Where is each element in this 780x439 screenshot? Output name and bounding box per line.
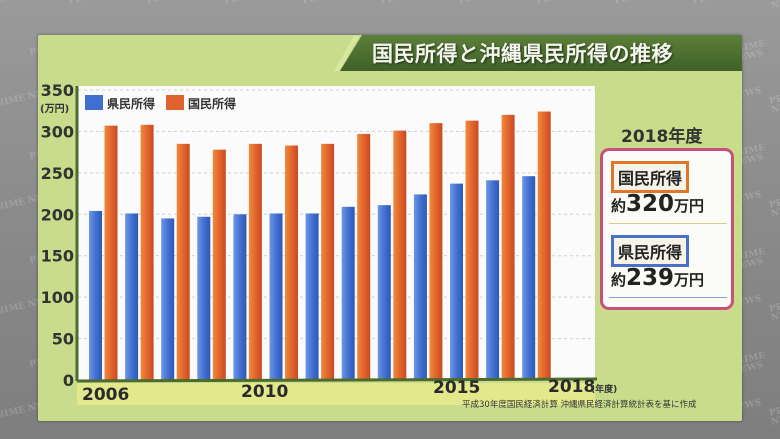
bar-pref-2013: [341, 206, 355, 380]
unit: 万円: [674, 197, 705, 215]
bar-national-2015: [429, 123, 443, 381]
bar-pref-2017: [486, 180, 500, 380]
bar-pref-2011: [269, 213, 283, 380]
chart-title: 国民所得と沖縄県民所得の推移: [372, 42, 673, 66]
x-axis-unit: (年度): [591, 383, 617, 395]
x-axis: [76, 377, 598, 383]
title-bar: [340, 35, 742, 71]
unit: 万円: [674, 271, 705, 289]
bar-pref-2018: [522, 176, 536, 380]
bar-pref-2007: [125, 213, 139, 380]
bar-pref-2010: [233, 214, 247, 380]
bar-national-2016: [465, 120, 479, 381]
y-tick-label: 50: [52, 330, 74, 349]
summary-year: 2018年度: [621, 127, 703, 147]
source-note: 平成30年度国民経済計算 沖縄県民経済計算統計表を基に作成: [462, 400, 697, 410]
y-tick-label: 300: [41, 122, 74, 141]
x-tick-label: 2006: [82, 385, 129, 405]
pref-income-value: 約239万円: [611, 265, 704, 291]
bar-national-2013: [357, 133, 371, 380]
x-tick-label: 2010: [241, 382, 288, 402]
bar-national-2010: [248, 143, 262, 380]
prefix: 約: [611, 197, 627, 215]
national-income-tag: 国民所得: [611, 161, 690, 193]
bar-national-2012: [321, 143, 335, 380]
y-tick-label: 150: [41, 247, 74, 266]
bar-national-2009: [212, 149, 226, 380]
y-axis-unit: (万円): [40, 103, 69, 115]
pref-number: 239: [626, 265, 675, 291]
bar-national-2014: [393, 130, 407, 380]
y-tick-label: 100: [41, 288, 74, 307]
summary-box: 国民所得 約320万円 県民所得 約239万円: [600, 148, 734, 310]
bar-pref-2006: [89, 210, 102, 380]
bar-national-2017: [501, 114, 515, 380]
prefix: 約: [611, 271, 627, 289]
bar-national-2006: [104, 125, 118, 380]
national-number: 320: [626, 191, 675, 217]
bar-national-2007: [140, 124, 154, 380]
legend-swatch-pref: [85, 95, 103, 110]
bar-pref-2008: [161, 218, 175, 380]
bar-pref-2016: [450, 183, 463, 380]
y-tick-label: 250: [41, 164, 74, 183]
legend-label-national: 国民所得: [188, 96, 236, 111]
y-tick-label: 200: [41, 205, 74, 224]
bar-pref-2012: [305, 213, 319, 380]
y-tick-label: 0: [63, 371, 74, 390]
x-tick-label: 2015: [433, 378, 480, 398]
x-tick-label: 2018: [548, 377, 595, 397]
bar-pref-2014: [377, 205, 391, 380]
x-axis-strip: [77, 383, 595, 405]
bar-pref-2009: [197, 216, 211, 380]
plot-area: [77, 86, 595, 380]
divider: [609, 297, 727, 298]
legend-swatch-national: [166, 95, 184, 110]
legend-label-pref: 県民所得: [107, 96, 155, 111]
pref-income-tag: 県民所得: [611, 235, 690, 267]
bar-national-2008: [176, 143, 190, 380]
bar-pref-2015: [413, 194, 427, 380]
national-income-value: 約320万円: [611, 191, 704, 217]
bar-national-2011: [285, 145, 298, 380]
y-tick-label: 350: [41, 81, 74, 100]
bar-national-2018: [537, 111, 551, 381]
divider: [609, 223, 727, 224]
